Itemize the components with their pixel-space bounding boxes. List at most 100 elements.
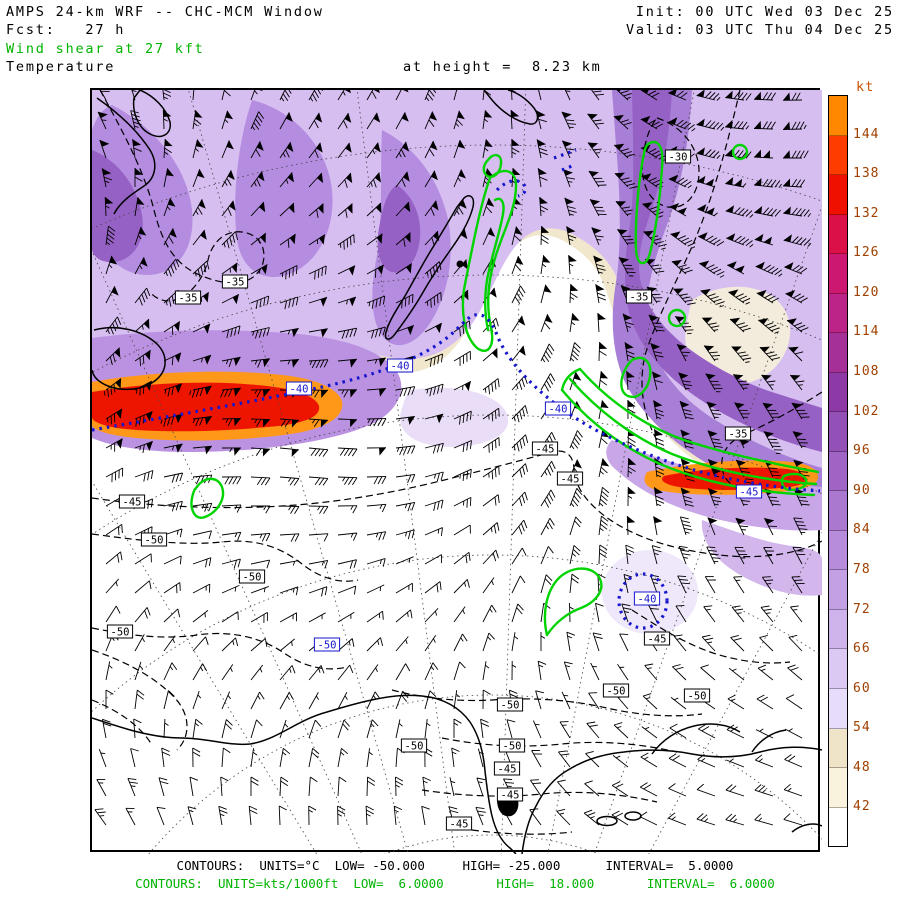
colorbar-tick: 108: [853, 364, 880, 380]
svg-text:-45: -45: [501, 790, 520, 802]
svg-text:-45: -45: [123, 497, 142, 509]
colorbar-cell: [829, 254, 847, 294]
svg-text:-40: -40: [549, 404, 568, 416]
colorbar-tick: 78: [853, 561, 871, 577]
colorbar-cell: [829, 214, 847, 255]
contour-label: -40: [386, 358, 414, 373]
wind-barbs-layer: [94, 90, 812, 826]
colorbar-cell: [829, 175, 847, 215]
contour-label: -45: [735, 484, 763, 499]
shaded-field-label: Temperature: [6, 59, 116, 75]
svg-text:-50: -50: [688, 691, 707, 703]
colorbar-cell: [829, 768, 847, 808]
colorbar-tick: 144: [853, 126, 880, 142]
contour-label: -50: [496, 697, 524, 712]
svg-text:-50: -50: [503, 741, 522, 753]
contour-label: -45: [445, 816, 473, 831]
svg-text:-45: -45: [561, 474, 580, 486]
weather-map: -35 -35 -30 -35 -40 -40 -35 -40 -45 -45 -45 -45 -50 -…: [92, 90, 822, 854]
forecast-hour: Fcst: 27 h: [6, 22, 126, 38]
colorbar-tick: 48: [853, 759, 871, 775]
svg-text:-45: -45: [450, 819, 469, 831]
colorbar-cell: [829, 807, 847, 847]
svg-text:-50: -50: [243, 572, 262, 584]
svg-text:-45: -45: [648, 634, 667, 646]
svg-text:-50: -50: [111, 627, 130, 639]
contour-label: -35: [724, 426, 752, 441]
colorbar-cell: [829, 570, 847, 610]
colorbar-cell: [829, 728, 847, 769]
colorbar-cell: [829, 649, 847, 689]
contour-label: -35: [221, 274, 249, 289]
colorbar-cell: [829, 412, 847, 452]
svg-text:-40: -40: [391, 361, 410, 373]
contour-label: -45: [643, 631, 671, 646]
colorbar-cell: [829, 451, 847, 492]
svg-text:-35: -35: [179, 293, 198, 305]
contour-label: -50: [683, 688, 711, 703]
svg-text:-45: -45: [498, 764, 517, 776]
temp-contour-info: CONTOURS: UNITS=°C LOW= -50.000 HIGH= -2…: [176, 858, 734, 873]
contour-label: -35: [174, 290, 202, 305]
svg-text:-45: -45: [536, 444, 555, 456]
svg-text:-35: -35: [630, 292, 649, 304]
contour-label: -45: [496, 787, 524, 802]
contour-label: -50: [238, 569, 266, 584]
svg-text:-30: -30: [669, 152, 688, 164]
colorbar: [828, 95, 848, 847]
colorbar-tick: 60: [853, 680, 871, 696]
svg-text:-50: -50: [318, 640, 337, 652]
contour-label: -40: [285, 381, 313, 396]
nz-north-island: [483, 90, 539, 125]
contour-label: -30: [664, 149, 692, 164]
colorbar-cell: [829, 372, 847, 413]
colorbar-tick: 132: [853, 205, 880, 221]
colorbar-tick: 72: [853, 601, 871, 617]
svg-text:-50: -50: [501, 700, 520, 712]
colorbar-cell: [829, 688, 847, 729]
shear-contours-green: [190, 140, 820, 637]
colorbar-cell: [829, 96, 847, 136]
colorbar-cell: [829, 333, 847, 373]
contour-label: -50: [106, 624, 134, 639]
contour-label: -50: [498, 738, 526, 753]
colorbar-tick: 66: [853, 641, 871, 657]
colorbar-tick: 90: [853, 482, 871, 498]
colorbar-tick: 42: [853, 799, 871, 815]
contour-label: -50: [602, 683, 630, 698]
shear-contour-info: CONTOURS: UNITS=kts/1000ft LOW= 6.0000 H…: [135, 876, 775, 891]
contour-label: -45: [531, 441, 559, 456]
colorbar-tick: 126: [853, 245, 880, 261]
colorbar-cell: [829, 293, 847, 334]
valid-time: Valid: 03 UTC Thu 04 Dec 25: [625, 22, 894, 38]
svg-text:-35: -35: [226, 277, 245, 289]
svg-text:-35: -35: [729, 429, 748, 441]
contour-label: -35: [625, 289, 653, 304]
nz-south-island: [384, 195, 475, 340]
colorbar-tick: 102: [853, 403, 880, 419]
contour-label: -45: [118, 494, 146, 509]
map-area: -35 -35 -30 -35 -40 -40 -35 -40 -45 -45 -45 -45 -50 -…: [90, 88, 822, 854]
colorbar-tick: 54: [853, 720, 871, 736]
contour-label: -50: [313, 637, 341, 652]
svg-text:-50: -50: [145, 535, 164, 547]
colorbar-tick: 120: [853, 284, 880, 300]
colorbar-tick: 114: [853, 324, 880, 340]
colorbar-cell: [829, 530, 847, 571]
graticule-layer: [92, 90, 822, 854]
svg-text:-45: -45: [740, 487, 759, 499]
colorbar-cell: [829, 609, 847, 650]
contour-label: -40: [633, 591, 661, 606]
colorbar-tick: 84: [853, 522, 871, 538]
chart-title: AMPS 24-km WRF -- CHC-MCM Window: [6, 4, 324, 20]
overlay-field-label: Wind shear at 27 kft: [6, 41, 205, 57]
svg-text:-50: -50: [607, 686, 626, 698]
height-label: at height = 8.23 km: [403, 59, 602, 75]
contour-label: -45: [493, 761, 521, 776]
colorbar-cell: [829, 135, 847, 176]
temp-contour-blue-dotted: [92, 148, 821, 630]
contour-label: -50: [400, 738, 428, 753]
svg-text:-40: -40: [290, 384, 309, 396]
svg-text:-50: -50: [405, 741, 424, 753]
